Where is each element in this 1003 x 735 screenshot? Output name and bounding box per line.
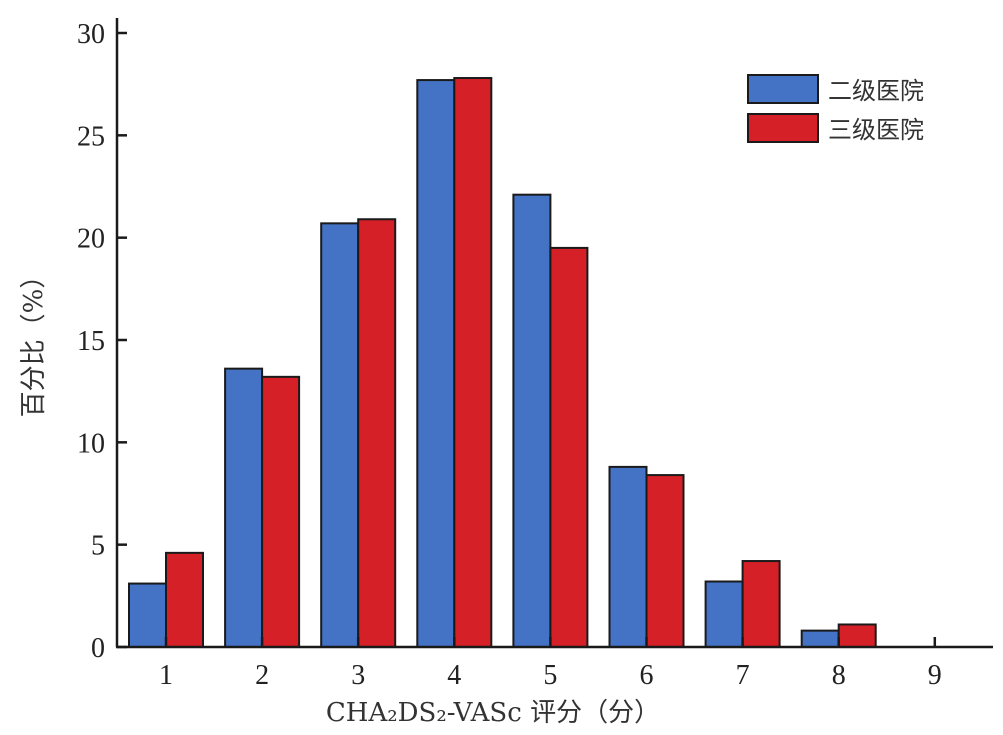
bar-secondary-hospital-6 <box>608 465 648 649</box>
x-tick-label: 9 <box>928 660 942 691</box>
y-tick-label: 0 <box>91 633 105 664</box>
legend-label-tertiary-hospital: 三级医院 <box>828 116 924 144</box>
x-tick-label: 2 <box>255 660 269 691</box>
bar-tertiary-hospital-6 <box>645 474 685 648</box>
bar-secondary-hospital-7 <box>704 580 744 648</box>
legend-swatch-tertiary-hospital <box>747 113 819 143</box>
x-tick-label: 1 <box>159 660 173 691</box>
bar-tertiary-hospital-2 <box>261 375 301 648</box>
bar-secondary-hospital-2 <box>224 367 264 648</box>
x-tick-label: 4 <box>447 660 461 691</box>
x-tick-label: 6 <box>640 660 654 691</box>
y-ticks-group: 0 5 10 15 20 25 30 <box>77 19 127 664</box>
y-axis-title: 百分比（%） <box>19 263 49 418</box>
y-tick-label: 15 <box>77 326 105 357</box>
bar-tertiary-hospital-3 <box>357 218 397 648</box>
x-tick-label: 8 <box>832 660 846 691</box>
bar-tertiary-hospital-8 <box>837 623 877 649</box>
x-tick-label: 5 <box>543 660 557 691</box>
legend-label-secondary-hospital: 二级医院 <box>828 77 924 105</box>
legend-swatch-secondary-hospital <box>747 74 819 104</box>
y-tick-label: 25 <box>77 121 105 152</box>
bar-tertiary-hospital-7 <box>741 560 781 648</box>
bars-group <box>128 77 877 649</box>
bar-secondary-hospital-5 <box>512 193 552 648</box>
x-axis-title: CHA₂DS₂-VASc 评分（分） <box>326 698 660 728</box>
bar-secondary-hospital-3 <box>320 222 360 648</box>
bar-tertiary-hospital-1 <box>165 551 204 648</box>
bar-tertiary-hospital-5 <box>549 246 589 648</box>
y-tick-label: 10 <box>77 428 105 459</box>
y-tick-label: 5 <box>91 531 105 562</box>
bar-tertiary-hospital-4 <box>453 77 493 648</box>
x-ticks-group: 1 2 3 4 5 6 7 8 9 <box>159 637 942 691</box>
y-tick-label: 20 <box>77 224 105 255</box>
x-tick-label: 7 <box>736 660 750 691</box>
bar-secondary-hospital-1 <box>128 582 167 649</box>
bar-secondary-hospital-4 <box>416 79 456 649</box>
y-tick-label: 30 <box>77 19 105 50</box>
x-tick-label: 3 <box>351 660 365 691</box>
bar-secondary-hospital-8 <box>800 629 840 648</box>
